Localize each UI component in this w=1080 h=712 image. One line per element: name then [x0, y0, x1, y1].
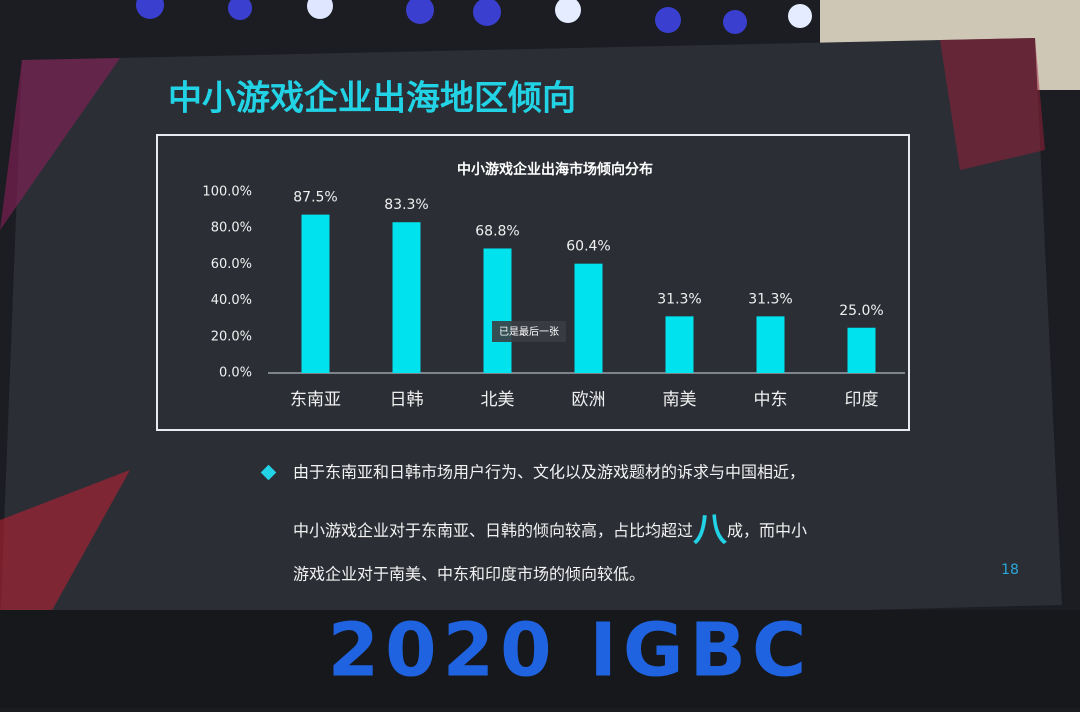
- chart-frame: [156, 134, 910, 431]
- x-tick-label: 中东: [754, 390, 788, 410]
- value-label: 25.0%: [839, 303, 883, 319]
- light: [228, 0, 252, 20]
- toast: 已是最后一张: [499, 326, 559, 338]
- y-tick-label: 100.0%: [202, 185, 252, 200]
- slide-title: 中小游戏企业出海地区倾向: [168, 79, 576, 119]
- light: [555, 0, 581, 23]
- x-tick-label: 南美: [663, 390, 697, 410]
- light: [788, 4, 812, 28]
- x-tick-label: 印度: [845, 390, 879, 410]
- light: [473, 0, 501, 26]
- bullet-text: 成，而中小: [727, 521, 807, 540]
- page-number: 18: [1001, 562, 1019, 578]
- value-label: 31.3%: [748, 291, 792, 307]
- y-tick-label: 40.0%: [211, 293, 252, 308]
- bar: [483, 248, 512, 373]
- light: [307, 0, 333, 19]
- bar: [847, 327, 876, 373]
- bullet-text: 游戏企业对于南美、中东和印度市场的倾向较低。: [293, 565, 645, 584]
- bar: [756, 316, 785, 373]
- light: [136, 0, 164, 19]
- banner-bg: [0, 610, 1080, 708]
- stage-lights: [136, 0, 812, 34]
- bullet-text: 中小游戏企业对于东南亚、日韩的倾向较高，占比均超过: [293, 521, 693, 540]
- chart-title: 中小游戏企业出海市场倾向分布: [457, 161, 653, 178]
- bar: [665, 316, 694, 373]
- x-tick-label: 欧洲: [572, 390, 606, 410]
- x-tick-label: 东南亚: [290, 390, 341, 410]
- value-label: 31.3%: [657, 291, 701, 307]
- light: [723, 10, 747, 34]
- y-tick-label: 0.0%: [219, 366, 252, 381]
- y-tick-label: 20.0%: [211, 329, 252, 344]
- x-tick-label: 日韩: [390, 390, 424, 410]
- value-label: 68.8%: [475, 223, 519, 239]
- slide-decor: [0, 58, 120, 230]
- bar: [301, 214, 330, 373]
- bullet-text: 由于东南亚和日韩市场用户行为、文化以及游戏题材的诉求与中国相近，: [293, 463, 805, 482]
- bullet-text: 中小游戏企业对于东南亚、日韩的倾向较高，占比均超过八成，而中小: [293, 510, 807, 550]
- event-banner: 2020 IGBC: [328, 608, 813, 694]
- bar: [392, 222, 421, 373]
- bullet-emphasis: 八: [693, 510, 728, 550]
- light: [655, 7, 681, 33]
- y-tick-label: 80.0%: [211, 221, 252, 236]
- x-tick-label: 北美: [481, 390, 515, 410]
- value-label: 87.5%: [293, 190, 337, 206]
- bar: [574, 263, 603, 373]
- toast-bg: [492, 321, 566, 342]
- slide-decor: [940, 38, 1045, 170]
- value-label: 83.3%: [384, 197, 428, 213]
- slide-decor: [0, 470, 130, 632]
- plot: 0.0% 20.0% 40.0% 60.0% 80.0% 100.0% 东南亚 87.5% 日韩…: [202, 185, 883, 411]
- y-tick-label: 60.0%: [211, 257, 252, 272]
- value-label: 60.4%: [566, 239, 610, 255]
- light: [406, 0, 434, 24]
